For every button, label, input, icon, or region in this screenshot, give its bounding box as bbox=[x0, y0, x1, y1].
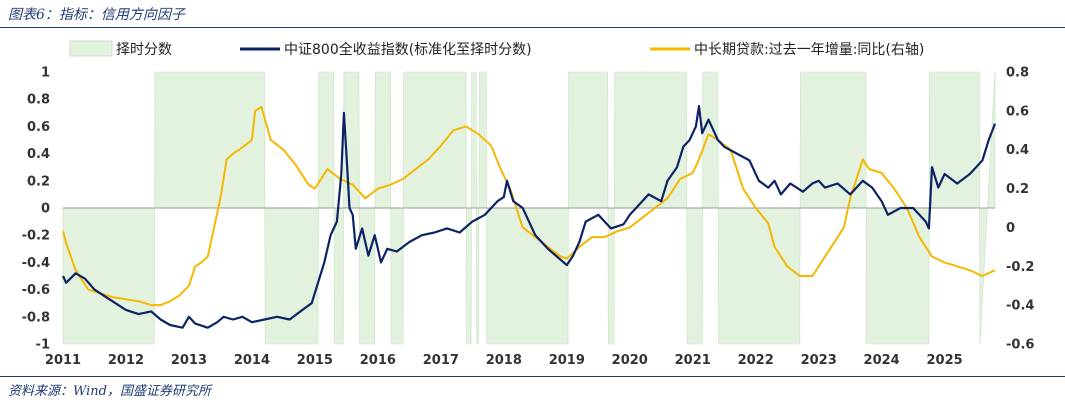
x-tick-label: 2025 bbox=[927, 353, 963, 368]
x-tick-label: 2015 bbox=[297, 353, 333, 368]
right-tick-label: 0.8 bbox=[1006, 66, 1029, 81]
legend-swatch-timing bbox=[69, 40, 113, 57]
left-tick-label: -1 bbox=[36, 338, 50, 353]
figure-title: 图表6：指标：信用方向因子 bbox=[8, 7, 185, 23]
left-tick-label: 0 bbox=[41, 202, 50, 217]
right-tick-label: -0.2 bbox=[1006, 260, 1034, 275]
left-tick-label: 0.6 bbox=[27, 120, 50, 135]
x-tick-label: 2022 bbox=[738, 353, 774, 368]
series-lines bbox=[61, 104, 997, 329]
right-tick-label: 0 bbox=[1006, 221, 1015, 236]
right-tick-label: -0.6 bbox=[1006, 338, 1034, 353]
left-tick-label: 0.2 bbox=[27, 174, 50, 189]
x-tick-label: 2024 bbox=[864, 353, 900, 368]
source-note: 资料来源：Wind，国盛证券研究所 bbox=[8, 384, 211, 399]
right-tick-label: 0.2 bbox=[1006, 182, 1029, 197]
left-tick-label: -0.4 bbox=[22, 256, 50, 271]
right-axis: 0.8 0.6 0.4 0.2 0 -0.2 -0.4 -0.6 bbox=[1006, 66, 1034, 353]
x-tick-label: 2013 bbox=[171, 353, 207, 368]
legend-label-loan: 中长期贷款:过去一年增量:同比(右轴) bbox=[694, 42, 924, 58]
right-tick-label: 0.4 bbox=[1006, 143, 1029, 158]
bottom-rule bbox=[0, 376, 1065, 377]
index-line bbox=[61, 104, 997, 329]
left-tick-label: 0.8 bbox=[27, 93, 50, 108]
left-axis: 1 0.8 0.6 0.4 0.2 0 -0.2 -0.4 -0.6 -0.8 -1 bbox=[22, 66, 50, 353]
left-tick-label: -0.8 bbox=[22, 310, 50, 325]
right-tick-label: -0.4 bbox=[1006, 299, 1034, 314]
legend-label-index: 中证800全收益指数(标准化至择时分数) bbox=[284, 41, 532, 58]
x-tick-label: 2021 bbox=[675, 353, 711, 368]
chart: 择时分数 中证800全收益指数(标准化至择时分数) 中长期贷款:过去一年增量:同比(… bbox=[22, 40, 1034, 368]
right-tick-label: 0.6 bbox=[1006, 104, 1029, 119]
x-tick-label: 2023 bbox=[801, 353, 837, 368]
x-tick-label: 2011 bbox=[45, 353, 81, 368]
left-tick-label: 0.4 bbox=[27, 147, 50, 162]
x-tick-label: 2019 bbox=[549, 353, 585, 368]
left-tick-label: -0.6 bbox=[22, 283, 50, 298]
x-tick-label: 2012 bbox=[108, 353, 144, 368]
x-tick-label: 2017 bbox=[423, 353, 459, 368]
left-tick-label: 1 bbox=[41, 66, 50, 81]
x-tick-label: 2020 bbox=[612, 353, 648, 368]
legend-label-timing: 择时分数 bbox=[116, 42, 172, 58]
x-tick-label: 2016 bbox=[360, 353, 396, 368]
x-axis: 2011 2012 2013 2014 2015 2016 2017 2018 2019 2020… bbox=[45, 353, 963, 368]
legend: 择时分数 中证800全收益指数(标准化至择时分数) 中长期贷款:过去一年增量:同比(… bbox=[69, 40, 924, 58]
x-tick-label: 2018 bbox=[486, 353, 522, 368]
x-tick-label: 2014 bbox=[234, 353, 270, 368]
left-tick-label: -0.2 bbox=[22, 229, 50, 244]
top-rule bbox=[0, 27, 1065, 28]
